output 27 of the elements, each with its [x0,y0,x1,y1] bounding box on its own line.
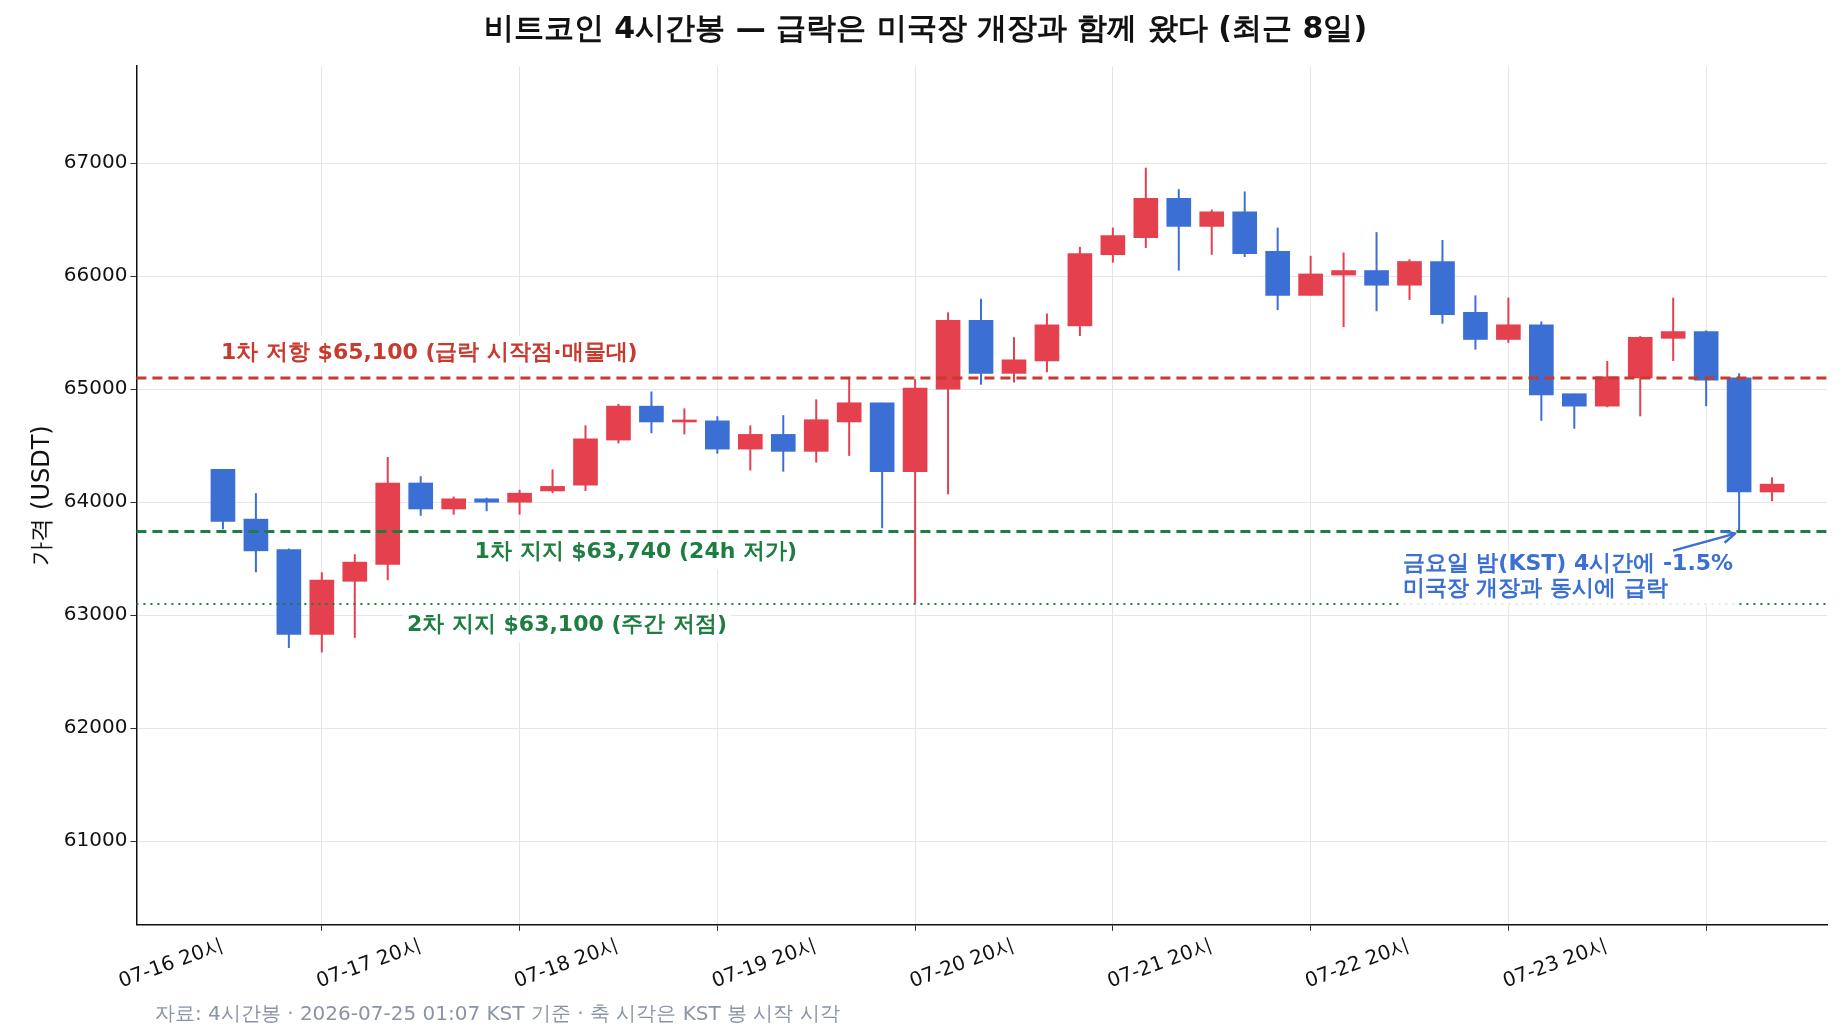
candlestick [540,468,565,495]
y-tick-label: 64000 [63,488,128,513]
x-tick-label: 07-21 20시 [1103,932,1216,993]
text: 자료: 4시간봉 · 2026-07-25 01:07 KST 기준 · 축 시각은 KST 봉 시작 시각 [155,1001,840,1026]
y-tick-label: 61000 [63,827,128,852]
candlestick [1759,476,1785,503]
x-tick-label: 07-16 20시 [114,932,227,993]
x-tick-label: 07-20 20시 [905,932,1018,993]
y-axis-title: 가격 (USDT) [26,425,55,566]
x-tick-label: 07-17 20시 [312,932,425,993]
chart-title: 비트코인 4시간봉 — 급락은 미국장 개장과 함께 왔다 (최근 8일) [483,9,1368,45]
x-tick-label: 07-22 20시 [1301,932,1413,993]
candlestick [507,488,532,516]
ref-line-label: 1차 저항 $65,100 (급락 시작점·매물대) [220,338,638,364]
candlestick [1660,296,1686,362]
x-tick-label: 07-19 20시 [708,932,820,993]
y-tick-label: 67000 [63,149,128,174]
y-tick-label: 65000 [63,375,128,400]
y-tick-label: 62000 [63,714,128,739]
x-tick-label: 07-23 20시 [1499,932,1611,993]
y-tick-label: 66000 [63,262,128,287]
candlestick [1331,251,1356,329]
annotation: 금요일 밤(KST) 4시간에 -1.5% 미국장 개장과 동시에 급락 [1402,550,1734,601]
ref-line-label: 2차 지지 $63,100 (주간 저점) [406,610,728,636]
x-tick-label: 07-18 20시 [510,932,622,993]
y-tick-label: 63000 [63,601,128,626]
ref-line-label: 1차 지지 $63,740 (24h 저가) [474,538,798,564]
